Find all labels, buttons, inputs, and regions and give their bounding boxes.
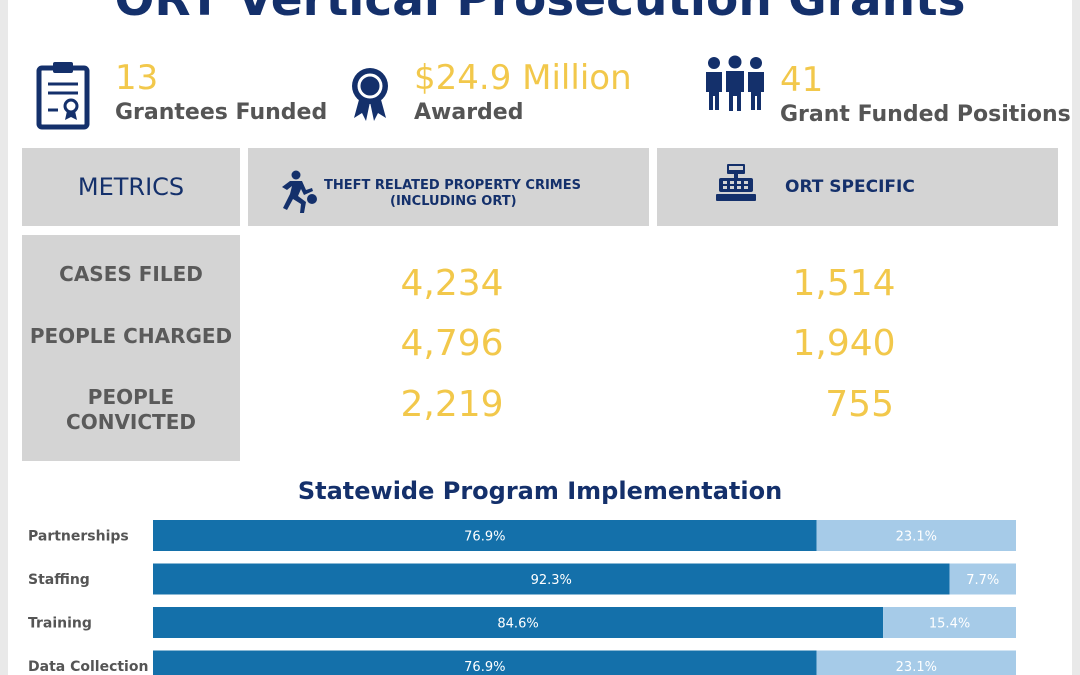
stat-label: Awarded xyxy=(414,100,524,125)
category-label-data-collection: Data Collection xyxy=(28,659,148,675)
clipboard-certificate-icon xyxy=(36,62,90,130)
infographic-panel: ORT Vertical Prosecution Grants 13 Grant… xyxy=(8,0,1072,675)
value-theft-people-charged: 4,796 xyxy=(400,323,504,364)
award-ribbon-icon xyxy=(352,68,388,121)
page-title: ORT Vertical Prosecution Grants xyxy=(8,0,1072,30)
bar-segment-data-collection-1 xyxy=(153,650,817,675)
stat-label: Grantees Funded xyxy=(115,100,328,125)
stat-value: 41 xyxy=(780,60,824,100)
data-label-data-collection-1: 76.9% xyxy=(464,660,505,675)
row-label-people-charged: PEOPLE CHARGED xyxy=(29,324,233,348)
value-ort-cases-filed: 1,514 xyxy=(792,263,896,304)
people-group-icon xyxy=(706,55,764,111)
bar-segment-staffing-2 xyxy=(949,563,1016,595)
theft-header-cell: THEFT RELATED PROPERTY CRIMES (INCLUDING… xyxy=(248,148,649,226)
data-label-training-1: 84.6% xyxy=(497,617,538,632)
implementation-bar-chart: Partnerships 76.9% 23.1% Staffing 92.3% 7.7% T… xyxy=(28,520,1016,675)
category-label-training: Training xyxy=(28,616,92,632)
value-ort-people-charged: 1,940 xyxy=(792,323,896,364)
stat-value: 13 xyxy=(115,58,159,98)
bar-segment-training-1 xyxy=(153,607,884,638)
theft-header-line2: (INCLUDING ORT) xyxy=(390,194,517,209)
theft-header-line1: THEFT RELATED PROPERTY CRIMES xyxy=(324,178,581,193)
cash-register-icon xyxy=(716,164,756,201)
row-label-cases-filed: CASES FILED xyxy=(59,262,203,286)
row-label-people-convicted: PEOPLE CONVICTED xyxy=(66,385,196,434)
data-label-staffing-2: 7.7% xyxy=(966,573,999,588)
bar-segment-data-collection-2 xyxy=(816,650,1016,675)
bar-segment-partnerships-2 xyxy=(816,520,1016,551)
bar-segment-staffing-1 xyxy=(153,563,950,595)
metrics-header-label: METRICS xyxy=(77,173,185,201)
category-label-staffing: Staffing xyxy=(28,572,90,588)
ort-header-cell: ORT SPECIFIC xyxy=(657,148,1058,226)
value-theft-people-convicted: 2,219 xyxy=(400,384,504,425)
data-label-staffing-1: 92.3% xyxy=(531,573,572,588)
value-ort-people-convicted: 755 xyxy=(825,384,894,425)
metrics-header-cell: METRICS xyxy=(22,148,240,226)
data-label-partnerships-1: 76.9% xyxy=(464,530,505,545)
stat-value: $24.9 Million xyxy=(414,58,632,98)
category-label-partnerships: Partnerships xyxy=(28,529,129,545)
row-labels-cell: CASES FILED PEOPLE CHARGED PEOPLE CONVIC… xyxy=(22,235,240,461)
data-label-partnerships-2: 23.1% xyxy=(896,530,937,545)
value-theft-cases-filed: 4,234 xyxy=(400,263,504,304)
chart-title: Statewide Program Implementation xyxy=(297,477,783,505)
ort-header-label: ORT SPECIFIC xyxy=(785,177,915,197)
bar-segment-training-2 xyxy=(883,607,1016,638)
data-label-training-2: 15.4% xyxy=(929,617,970,632)
running-thief-icon xyxy=(282,170,317,213)
bar-segment-partnerships-1 xyxy=(153,520,817,551)
stat-label: Grant Funded Positions xyxy=(780,102,1071,127)
data-label-data-collection-2: 23.1% xyxy=(896,660,937,675)
